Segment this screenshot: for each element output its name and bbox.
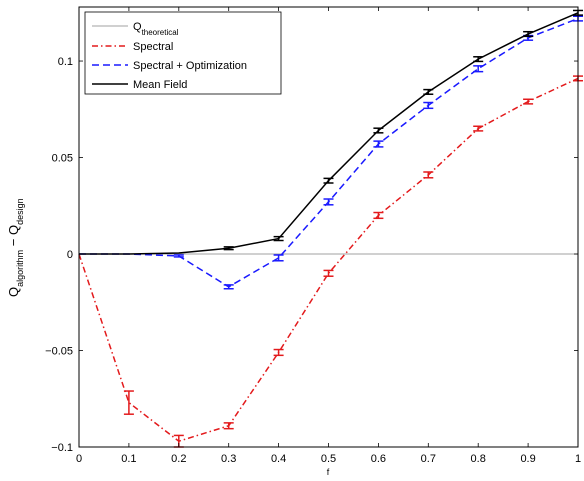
error-bar — [273, 348, 284, 357]
y-tick-label: −0.1 — [51, 442, 73, 454]
error-bar — [223, 246, 234, 251]
y-tick-label: −0.05 — [45, 346, 73, 358]
y-axis-label: Qalgorithm − Qdesign — [6, 198, 25, 297]
legend: Qtheoretical Spectral Spectral + Optimizat… — [84, 11, 282, 95]
series-layer — [78, 9, 583, 448]
y-tick-label: 0.05 — [52, 153, 73, 165]
error-bar — [473, 56, 484, 63]
error-bar — [423, 171, 434, 179]
y-tick-label: 0.1 — [58, 56, 73, 68]
x-tick-label: 1 — [575, 453, 581, 465]
error-bar — [373, 211, 384, 220]
error-bar — [223, 422, 234, 430]
x-axis-label: f — [327, 467, 330, 477]
x-tick-label: 0.6 — [371, 453, 386, 465]
error-bar — [173, 254, 184, 258]
x-tick-label: 0.3 — [221, 453, 236, 465]
error-bar — [373, 127, 384, 134]
error-bar — [473, 65, 484, 73]
x-tick-label: 0.4 — [271, 453, 286, 465]
error-bar — [273, 254, 284, 262]
legend-item: Spectral — [92, 41, 173, 53]
error-bar — [123, 390, 134, 415]
x-tick-label: 0.8 — [471, 453, 486, 465]
legend-label: Qtheoretical — [133, 21, 179, 37]
error-bar — [323, 177, 334, 184]
series-3 — [79, 9, 583, 255]
x-tick-label: 0.5 — [321, 453, 336, 465]
legend-item: Mean Field — [92, 79, 187, 91]
error-bar — [523, 98, 534, 105]
series-1 — [78, 75, 583, 448]
error-bar — [473, 125, 484, 132]
error-bar — [423, 101, 434, 110]
legend-label: Spectral — [133, 41, 173, 53]
y-tick-label: 0 — [67, 249, 73, 261]
legend-label: Mean Field — [133, 79, 187, 91]
error-bar — [323, 198, 334, 206]
error-bar — [223, 284, 234, 290]
x-tick-label: 0 — [76, 453, 82, 465]
x-tick-label: 0.2 — [171, 453, 186, 465]
error-bar — [423, 88, 434, 95]
error-bar — [523, 30, 534, 38]
error-bar — [273, 235, 284, 242]
legend-item: Qtheoretical — [92, 21, 179, 37]
series-line — [78, 77, 579, 443]
legend-label: Spectral + Optimization — [133, 60, 247, 72]
x-tick-label: 0.9 — [520, 453, 535, 465]
x-tick-label: 0.7 — [421, 453, 436, 465]
ticks-layer: 0 0.1 0.2 0.3 0.4 0.5 0.6 0.7 0.8 0.9 1 −0.1 −0.05 0 0… — [45, 7, 581, 465]
error-bar — [323, 269, 334, 277]
error-bar — [373, 140, 384, 148]
x-tick-label: 0.1 — [121, 453, 136, 465]
legend-item: Spectral + Optimization — [92, 60, 247, 72]
